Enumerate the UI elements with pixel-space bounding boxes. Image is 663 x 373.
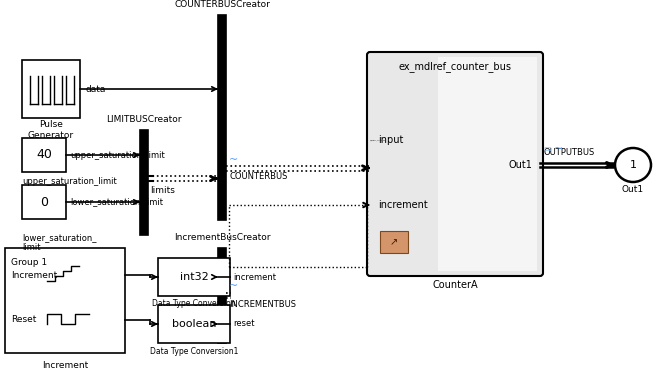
Text: data: data (85, 85, 105, 94)
Text: COUNTERBUS: COUNTERBUS (229, 172, 287, 181)
Text: Reset: Reset (11, 316, 36, 325)
Text: ex_mdlref_counter_bus: ex_mdlref_counter_bus (398, 62, 511, 72)
Text: CounterA: CounterA (432, 280, 478, 290)
Text: Increment: Increment (11, 270, 57, 279)
Text: reset: reset (233, 320, 255, 329)
Text: IncrementBusCreator: IncrementBusCreator (174, 233, 271, 242)
Text: increment: increment (233, 273, 276, 282)
Text: 40: 40 (36, 148, 52, 162)
Bar (158, 258, 230, 296)
FancyBboxPatch shape (367, 52, 543, 276)
Text: LIMITBUSCreator: LIMITBUSCreator (106, 115, 182, 124)
Text: Group 1: Group 1 (11, 258, 47, 267)
Text: ~: ~ (229, 281, 238, 291)
Text: Out1: Out1 (622, 185, 644, 194)
Bar (218, 15, 226, 220)
Bar (158, 305, 230, 343)
Text: 1: 1 (629, 160, 636, 170)
Text: limits: limits (150, 186, 175, 195)
Bar (438, 57, 536, 271)
Text: ↗: ↗ (390, 237, 398, 247)
Bar (22, 138, 66, 172)
Bar (380, 231, 408, 253)
Text: int32: int32 (180, 272, 208, 282)
Bar (218, 248, 226, 343)
Text: Out1: Out1 (508, 160, 532, 170)
Text: INCREMENTBUS: INCREMENTBUS (229, 300, 296, 309)
Text: ~: ~ (554, 144, 564, 154)
Text: Data Type Conversion1: Data Type Conversion1 (150, 347, 238, 355)
Text: Pulse
Generator: Pulse Generator (28, 120, 74, 140)
Text: boolean: boolean (172, 319, 216, 329)
Bar (22, 185, 66, 219)
Text: OUTPUTBUS: OUTPUTBUS (543, 148, 594, 157)
Ellipse shape (615, 148, 651, 182)
Bar (140, 130, 148, 235)
Text: Increment: Increment (42, 361, 88, 370)
Bar (22, 60, 80, 118)
Text: ~: ~ (229, 155, 238, 165)
Text: ▭: ▭ (543, 144, 551, 154)
Text: input: input (378, 135, 403, 145)
Text: increment: increment (378, 200, 428, 210)
Text: upper_saturation_limit: upper_saturation_limit (22, 178, 117, 186)
Text: ex_mdlref_counter_bus: ex_mdlref_counter_bus (370, 139, 387, 141)
Text: 0: 0 (40, 195, 48, 209)
Text: lower_saturation_limit: lower_saturation_limit (70, 197, 163, 207)
Text: lower_saturation_
limit: lower_saturation_ limit (22, 233, 97, 253)
Text: COUNTERBUSCreator: COUNTERBUSCreator (174, 0, 270, 9)
Bar (5, 248, 125, 353)
Text: upper_saturation_limit: upper_saturation_limit (70, 150, 164, 160)
Text: Data Type Conversion: Data Type Conversion (152, 300, 236, 308)
